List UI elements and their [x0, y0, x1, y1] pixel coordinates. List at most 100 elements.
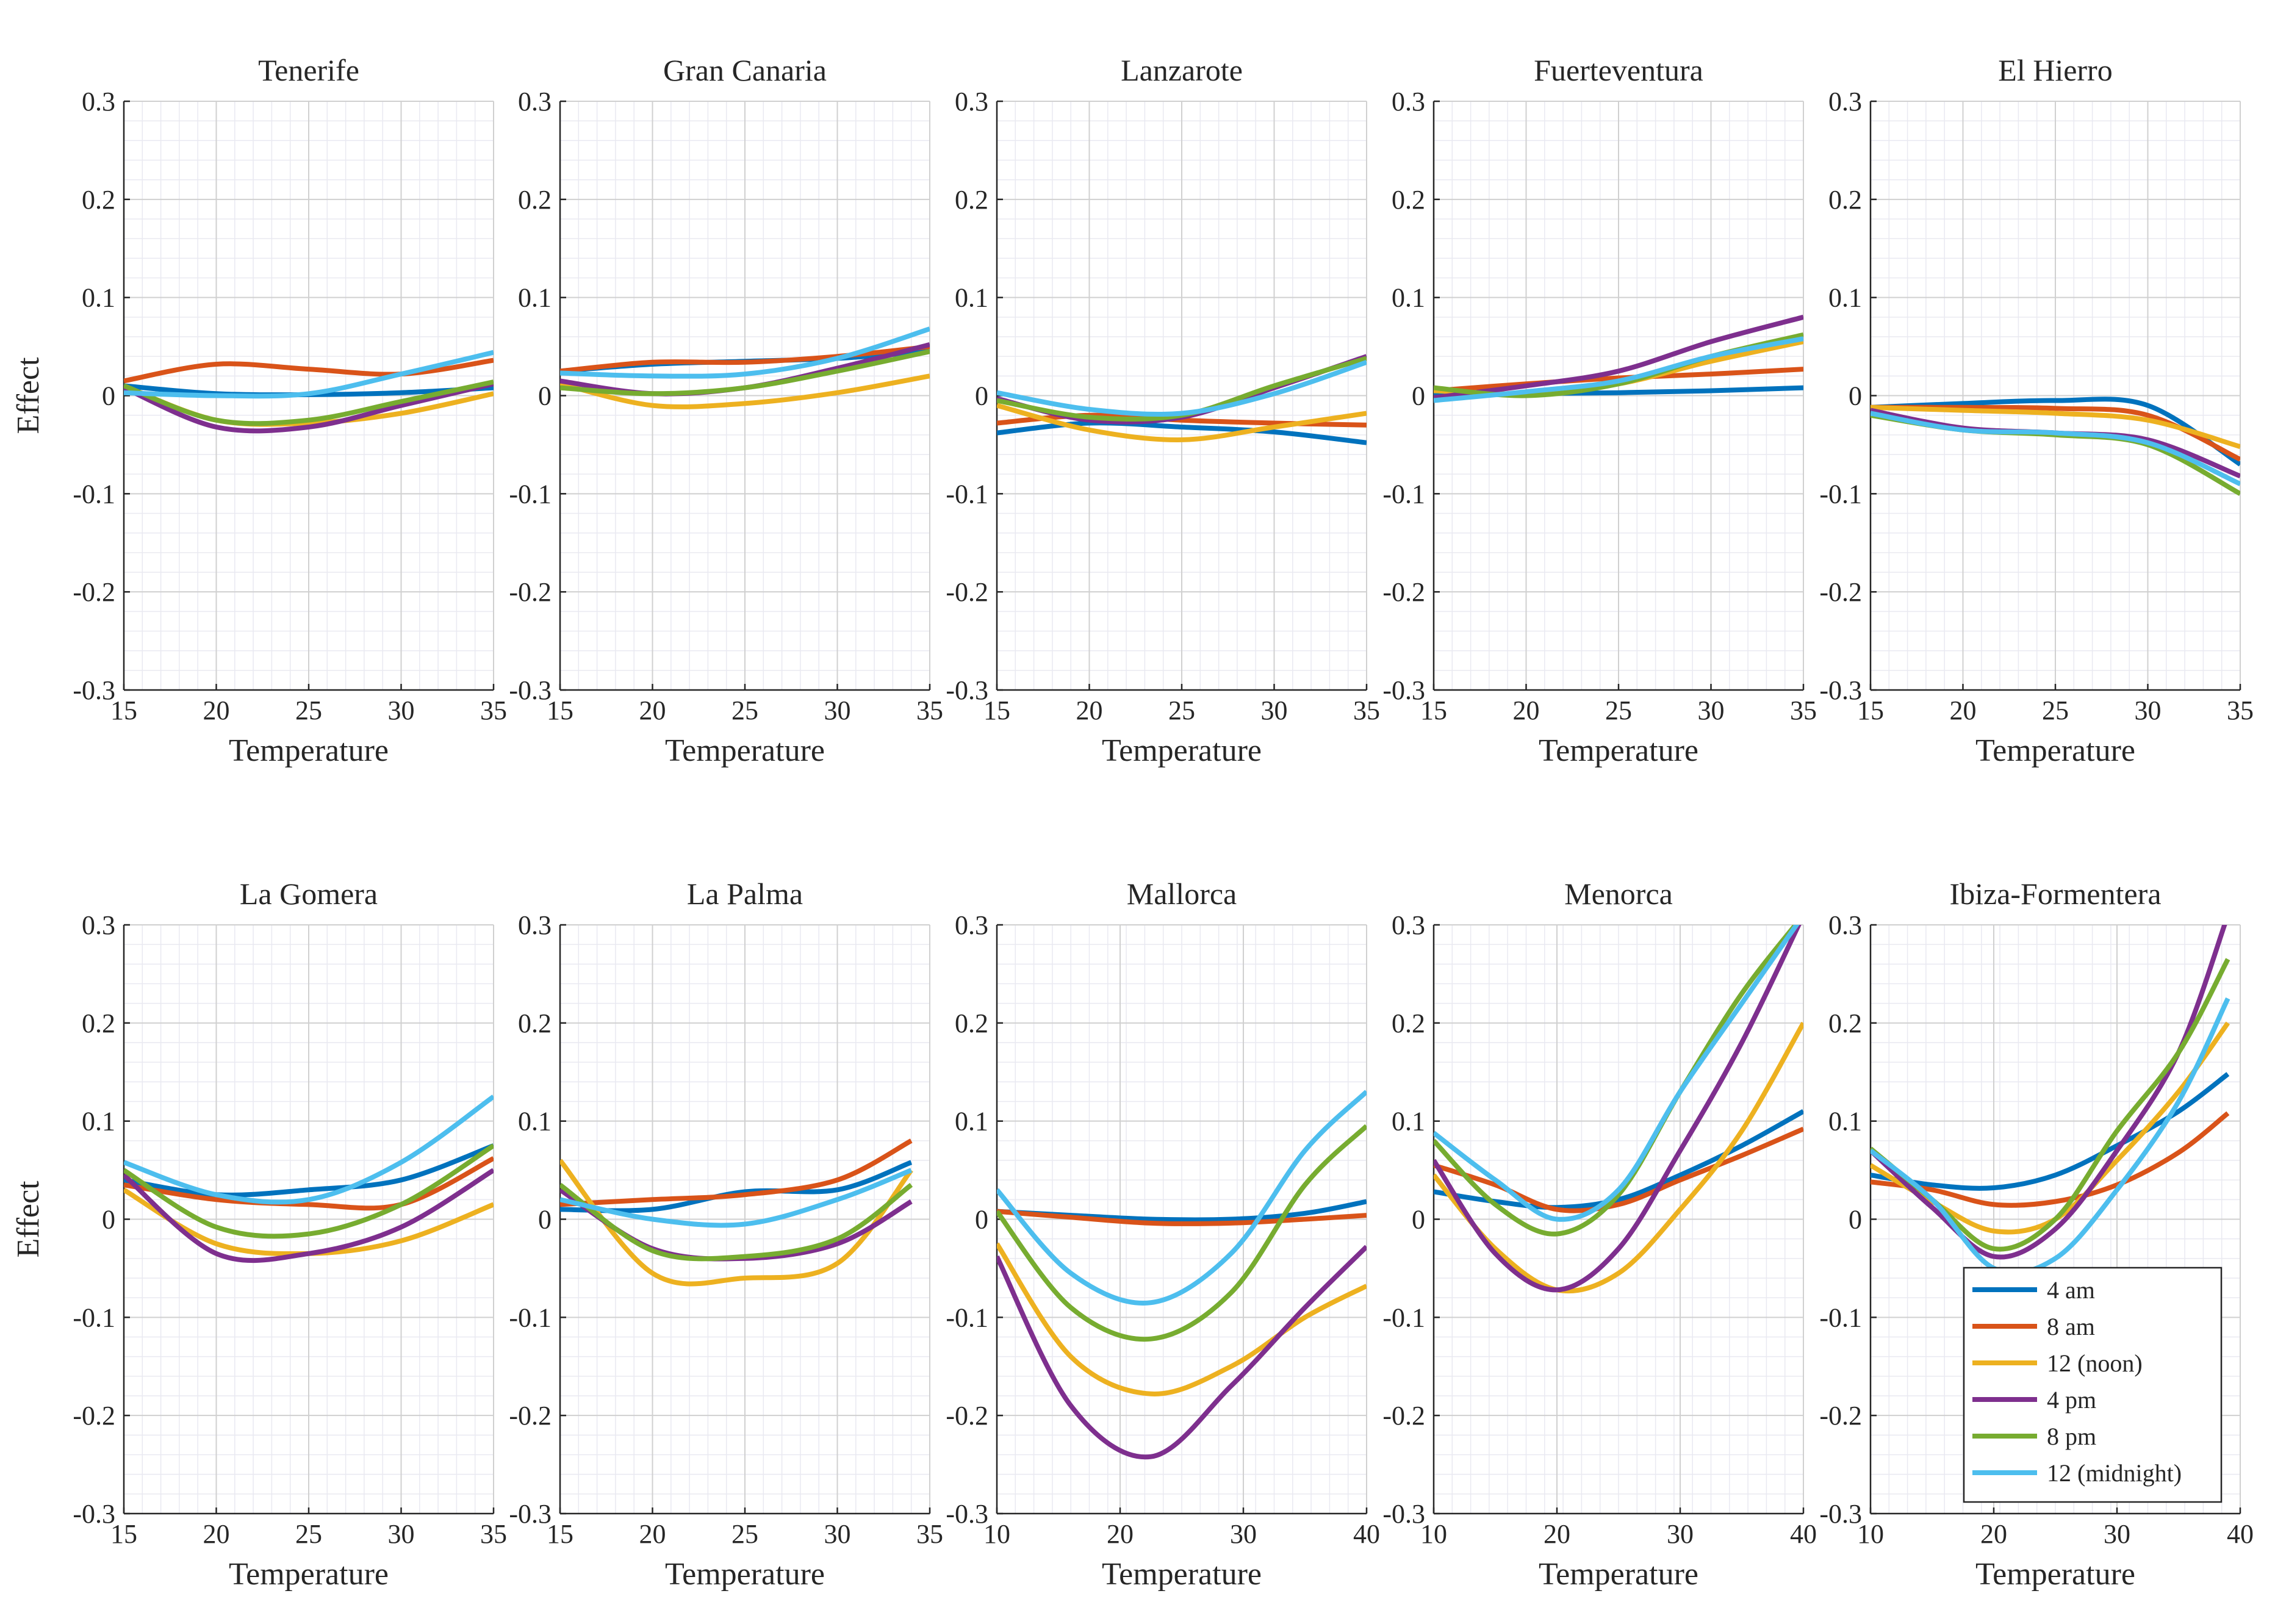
series-line-12-noon- — [997, 403, 1367, 442]
y-tick-label: 0.1 — [1828, 283, 1862, 313]
y-tick-label: 0.2 — [955, 1008, 988, 1038]
legend-entry-label: 8 pm — [2047, 1423, 2096, 1450]
y-tick-label: 0.2 — [82, 1008, 115, 1038]
y-tick-label: -0.1 — [509, 479, 552, 509]
y-tick-label: -0.1 — [946, 1302, 988, 1332]
y-tick-label: 0.3 — [518, 87, 552, 117]
y-tick-label: 0 — [102, 381, 115, 411]
x-tick-label: 25 — [295, 1519, 322, 1549]
y-tick-label: 0 — [975, 381, 988, 411]
y-tick-label: 0.2 — [82, 185, 115, 215]
x-axis-label: Temperature — [1975, 733, 2135, 768]
y-tick-label: 0.2 — [1392, 1008, 1425, 1038]
x-tick-label: 15 — [110, 1519, 137, 1549]
series-line-4-pm — [997, 1245, 1367, 1460]
series-line-12-noon- — [560, 373, 930, 409]
y-tick-label: -0.3 — [1382, 1499, 1425, 1529]
x-tick-label: 35 — [480, 1519, 507, 1549]
series-line-8-am — [1434, 367, 1803, 393]
y-tick-label: 0.3 — [955, 87, 988, 117]
y-tick-label: -0.3 — [509, 675, 552, 705]
series-group — [1871, 397, 2240, 496]
x-tick-label: 10 — [1857, 1519, 1884, 1549]
x-tick-label: 20 — [639, 695, 666, 725]
x-tick-label: 20 — [1980, 1519, 2007, 1549]
x-axis-label: Temperature — [1102, 733, 1262, 768]
x-tick-label: 20 — [1076, 695, 1103, 725]
x-tick-label: 20 — [203, 695, 230, 725]
x-tick-label: 20 — [1107, 1519, 1134, 1549]
y-tick-label: 0.3 — [518, 910, 552, 940]
x-tick-label: 15 — [1857, 695, 1884, 725]
x-axis-label: Temperature — [229, 733, 389, 768]
x-tick-label: 30 — [388, 695, 415, 725]
x-tick-label: 15 — [110, 695, 137, 725]
series-line-4-pm — [1434, 925, 1802, 1293]
series-line-4-am — [1871, 1072, 2230, 1191]
panel-title: Fuerteventura — [1534, 53, 1703, 87]
x-tick-label: 30 — [2104, 1519, 2130, 1549]
y-tick-label: -0.1 — [1382, 479, 1425, 509]
series-line-12-midnight- — [124, 1094, 494, 1205]
series-line-8-am — [1434, 1126, 1803, 1213]
panel-la-gomera: 15 20 25 30 35 -0.3 -0.2 -0.1 0 0.1 0.2 0.3 La Gomer… — [11, 877, 507, 1592]
y-tick-label: -0.2 — [946, 1401, 988, 1431]
y-tick-label: 0.1 — [518, 1107, 552, 1137]
x-tick-label: 30 — [1230, 1519, 1257, 1549]
legend-entry-label: 4 am — [2047, 1276, 2095, 1304]
y-tick-label: -0.3 — [1819, 1499, 1862, 1529]
y-tick-label: -0.2 — [1819, 1401, 1862, 1431]
x-axis-label: Temperature — [1102, 1557, 1262, 1592]
x-tick-label: 30 — [1698, 695, 1725, 725]
y-tick-label: 0.1 — [518, 283, 552, 313]
panel-title: El Hierro — [1998, 53, 2112, 87]
y-tick-label: -0.3 — [73, 1499, 115, 1529]
panel-tenerife: 15 20 25 30 35 -0.3 -0.2 -0.1 0 0.1 0.2 0.3 Tenerife… — [11, 53, 507, 768]
panel-title: Gran Canaria — [663, 53, 827, 87]
y-tick-label: -0.1 — [509, 1302, 552, 1332]
series-line-12-noon- — [1434, 1021, 1803, 1294]
y-tick-label: -0.1 — [73, 479, 115, 509]
x-axis-label: Temperature — [1975, 1557, 2135, 1592]
y-tick-label: 0.3 — [82, 910, 115, 940]
y-tick-label: 0.2 — [518, 185, 552, 215]
series-line-12-midnight- — [560, 1168, 913, 1228]
series-line-8-am — [560, 1138, 913, 1207]
x-tick-label: 20 — [1513, 695, 1540, 725]
x-tick-label: 25 — [731, 695, 758, 725]
x-tick-label: 35 — [1353, 695, 1380, 725]
x-tick-label: 15 — [983, 695, 1010, 725]
y-tick-label: 0.3 — [1392, 87, 1425, 117]
y-axis-label: Effect — [11, 1180, 46, 1258]
y-tick-label: -0.2 — [73, 1401, 115, 1431]
y-tick-label: 0 — [1412, 1205, 1425, 1235]
series-line-12-midnight- — [124, 350, 494, 399]
x-axis-label: Temperature — [229, 1557, 389, 1592]
legend-entry-label: 4 pm — [2047, 1386, 2096, 1414]
series-line-12-midnight- — [560, 326, 930, 379]
legend-box — [1963, 1267, 2223, 1503]
series-line-4-am — [124, 1143, 494, 1198]
series-line-8-pm — [1434, 925, 1799, 1237]
series-line-4-pm — [124, 381, 494, 434]
series-line-12-noon- — [560, 1159, 913, 1287]
x-tick-label: 20 — [1950, 695, 1977, 725]
x-tick-label: 30 — [1667, 1519, 1694, 1549]
series-group — [124, 350, 494, 434]
series-group — [1434, 925, 1803, 1294]
series-line-12-midnight- — [997, 360, 1367, 417]
x-tick-label: 15 — [547, 1519, 573, 1549]
y-tick-label: 0 — [975, 1205, 988, 1235]
y-tick-label: -0.3 — [1382, 675, 1425, 705]
panel-menorca: 10 20 30 40 -0.3 -0.2 -0.1 0 0.1 0.2 0.3 Menorca Tem… — [1382, 877, 1817, 1592]
y-tick-label: -0.2 — [1819, 577, 1862, 607]
x-tick-label: 15 — [1420, 695, 1447, 725]
y-tick-label: -0.2 — [1382, 577, 1425, 607]
y-tick-label: -0.2 — [73, 577, 115, 607]
y-tick-label: 0.3 — [955, 910, 988, 940]
x-tick-label: 40 — [2227, 1519, 2254, 1549]
series-line-12-noon- — [1871, 404, 2240, 449]
panel-el-hierro: 15 20 25 30 35 -0.3 -0.2 -0.1 0 0.1 0.2 0.3 El Hierr… — [1819, 53, 2254, 768]
x-tick-label: 30 — [2135, 695, 2162, 725]
series-group — [560, 326, 930, 409]
